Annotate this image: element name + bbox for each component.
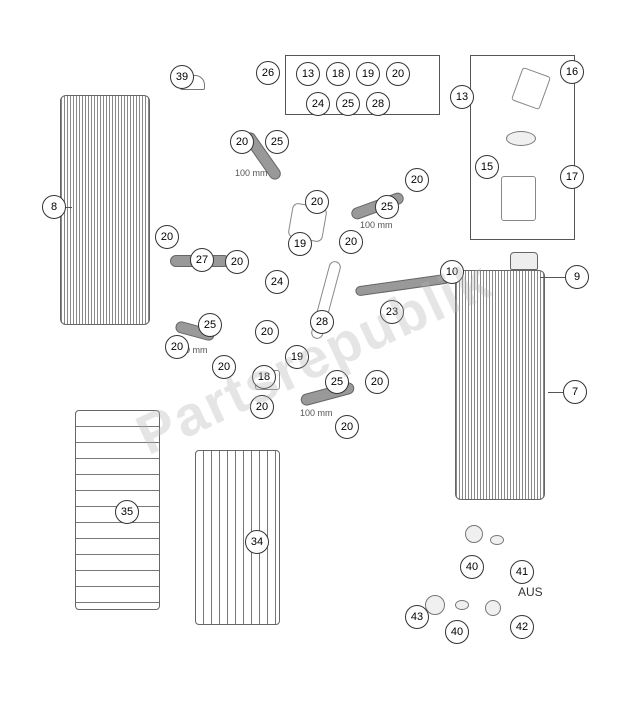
callout-19: 19 [285,345,309,369]
diagram-container: Partsrepublik 26 13 18 19 20 24 25 28 [0,0,627,713]
callout-41: 41 [510,560,534,584]
callout-43: 43 [405,605,429,629]
callout-40: 40 [445,620,469,644]
group-item: 20 [386,62,410,86]
group-item: 24 [306,92,330,116]
callout-7: 7 [563,380,587,404]
callout-20: 20 [335,415,359,439]
group-item: 25 [336,92,360,116]
callout-20: 20 [250,395,274,419]
callout-20: 20 [225,250,249,274]
callout-20: 20 [230,130,254,154]
drain-seal-aus [455,600,469,610]
callout-16: 16 [560,60,584,84]
dimension-label: 100 mm [300,408,333,418]
parts-group-box: 26 13 18 19 20 24 25 28 [285,55,440,115]
thermostat-assembly-box [470,55,575,240]
hose-overflow [355,273,450,296]
group-item: 19 [356,62,380,86]
callout-15: 15 [475,155,499,179]
group-item: 13 [296,62,320,86]
dimension-label: 100 mm [235,168,268,178]
drain-bolt [465,525,483,543]
thermostat-seal [506,131,536,146]
callout-39: 39 [170,65,194,89]
callout-20: 20 [212,355,236,379]
callout-20: 20 [305,190,329,214]
callout-40: 40 [460,555,484,579]
callout-35: 35 [115,500,139,524]
callout-20: 20 [255,320,279,344]
callout-13: 13 [450,85,474,109]
callout-34: 34 [245,530,269,554]
dimension-label: 100 mm [360,220,393,230]
callout-17: 17 [560,165,584,189]
group-item: 18 [326,62,350,86]
callout-25: 25 [198,313,222,337]
radiator-right [455,270,545,500]
callout-24: 24 [265,270,289,294]
radiator-left [60,95,150,325]
callout-28: 28 [310,310,334,334]
group-header-callout: 26 [256,61,280,85]
thermostat-upper [511,67,551,110]
callout-23: 23 [380,300,404,324]
callout-25: 25 [375,195,399,219]
callout-20: 20 [155,225,179,249]
thermostat-lower [501,176,536,221]
callout-20: 20 [405,168,429,192]
callout-20: 20 [339,230,363,254]
drain-nut-aus [485,600,501,616]
aus-variant-label: AUS [518,585,543,599]
callout-18: 18 [252,365,276,389]
callout-8: 8 [42,195,66,219]
leader-line [540,277,565,278]
callout-9: 9 [565,265,589,289]
group-item: 28 [366,92,390,116]
callout-25: 25 [325,370,349,394]
drain-seal [490,535,504,545]
radiator-cap [510,252,538,270]
callout-20: 20 [165,335,189,359]
callout-20: 20 [365,370,389,394]
callout-42: 42 [510,615,534,639]
callout-27: 27 [190,248,214,272]
leader-line [548,392,563,393]
callout-10: 10 [440,260,464,284]
callout-19: 19 [288,232,312,256]
callout-25: 25 [265,130,289,154]
